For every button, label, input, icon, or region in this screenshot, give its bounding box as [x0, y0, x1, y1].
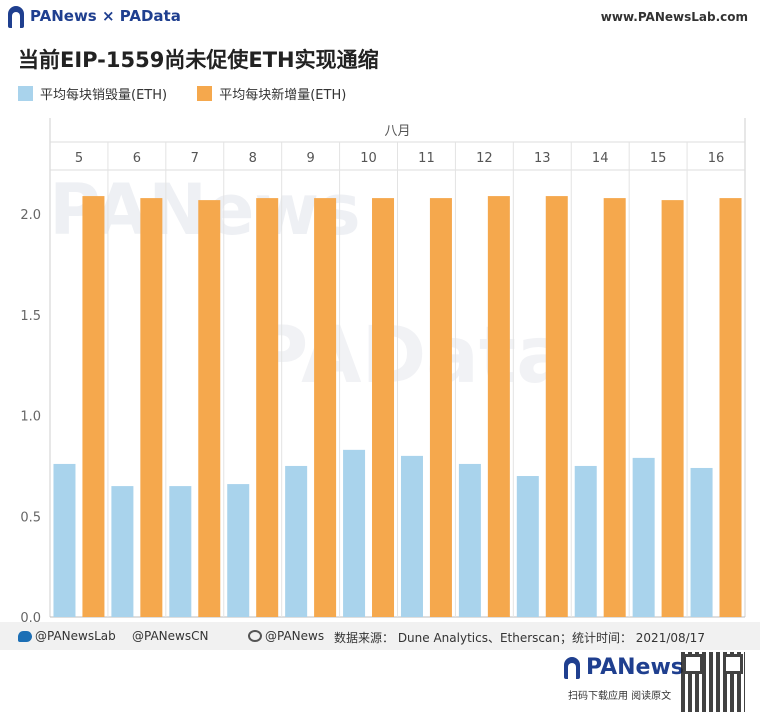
- bar-chart: 八月PANewsPAData0.00.51.01.52.056789101112…: [20, 118, 746, 622]
- legend-item-issuance: 平均每块新增量(ETH): [197, 84, 346, 103]
- twitter-text-cn: @PANewsCN: [132, 629, 209, 643]
- legend: 平均每块销毁量(ETH) 平均每块新增量(ETH): [18, 84, 372, 105]
- bar-issuance: [487, 196, 510, 617]
- bar-issuance: [314, 198, 337, 618]
- watermark-padata: PAData: [251, 311, 569, 401]
- bar-burn: [516, 476, 539, 617]
- panews-logo-icon: [8, 6, 24, 28]
- bottom-logo-sub: 扫码下载应用 阅读原文: [568, 691, 672, 702]
- footer-bar: @PANewsLab @PANewsCN @PANews 数据来源： Dune …: [0, 622, 760, 650]
- legend-swatch-burn: [18, 86, 33, 101]
- x-tick-label: 12: [476, 151, 493, 166]
- bar-burn: [169, 486, 192, 617]
- bottom-logo-text: PANews: [586, 655, 684, 680]
- legend-label-issuance: 平均每块新增量(ETH): [219, 88, 347, 103]
- x-tick-label: 16: [708, 151, 725, 166]
- qr-code-icon: [681, 652, 745, 712]
- data-source-text: 数据来源： Dune Analytics、Etherscan；统计时间： 202…: [334, 631, 705, 645]
- bar-burn: [574, 465, 597, 617]
- twitter-handle-cn: @PANewsCN: [132, 629, 208, 643]
- bar-burn: [111, 486, 134, 617]
- bar-issuance: [429, 198, 452, 618]
- x-tick-label: 14: [592, 151, 609, 166]
- twitter-handle: @PANewsLab: [18, 629, 116, 643]
- panews-logo-icon-bottom: [564, 657, 580, 679]
- bar-issuance: [719, 198, 742, 618]
- bar-burn: [227, 484, 250, 617]
- y-tick-label: 0.5: [20, 510, 41, 525]
- bar-issuance: [198, 200, 221, 617]
- weibo-icon: [248, 630, 262, 642]
- y-tick-label: 1.0: [20, 410, 41, 425]
- site-url: www.PANewsLab.com: [600, 10, 748, 24]
- bar-burn: [458, 463, 481, 617]
- bar-burn: [53, 463, 76, 617]
- y-tick-label: 0.0: [20, 611, 41, 622]
- legend-swatch-issuance: [197, 86, 213, 101]
- weibo-text: @PANews: [265, 629, 325, 643]
- bar-burn: [285, 465, 308, 617]
- bar-issuance: [256, 198, 279, 618]
- bar-issuance: [140, 198, 163, 618]
- bar-issuance: [603, 198, 626, 618]
- data-source: 数据来源： Dune Analytics、Etherscan；统计时间： 202…: [334, 629, 705, 646]
- legend-label-burn: 平均每块销毁量(ETH): [40, 88, 168, 103]
- legend-item-burn: 平均每块销毁量(ETH): [18, 84, 167, 103]
- x-tick-label: 6: [133, 151, 141, 166]
- y-tick-label: 1.5: [20, 309, 41, 324]
- x-tick-label: 11: [418, 151, 435, 166]
- brand-title: PANews × PAData: [30, 7, 181, 25]
- x-tick-label: 8: [249, 151, 257, 166]
- top-bar: PANews × PAData www.PANewsLab.com: [0, 0, 760, 36]
- x-tick-label: 7: [191, 151, 199, 166]
- bar-burn: [632, 457, 655, 617]
- bar-burn: [400, 455, 423, 617]
- x-tick-label: 10: [360, 151, 377, 166]
- bar-issuance: [372, 198, 395, 618]
- chart-title: 当前EIP-1559尚未促使ETH实现通缩: [18, 48, 379, 72]
- x-tick-label: 9: [306, 151, 314, 166]
- x-tick-label: 5: [75, 151, 83, 166]
- twitter-text: @PANewsLab: [35, 629, 116, 643]
- y-tick-label: 2.0: [20, 208, 41, 223]
- bar-issuance: [661, 200, 684, 617]
- bar-burn: [343, 449, 366, 617]
- twitter-icon: [18, 630, 32, 642]
- x-tick-label: 13: [534, 151, 551, 166]
- bar-burn: [690, 467, 713, 617]
- x-tick-label: 15: [650, 151, 667, 166]
- bar-issuance: [545, 196, 568, 617]
- weibo-handle: @PANews: [248, 629, 324, 643]
- group-label: 八月: [384, 124, 410, 139]
- bar-issuance: [82, 196, 105, 617]
